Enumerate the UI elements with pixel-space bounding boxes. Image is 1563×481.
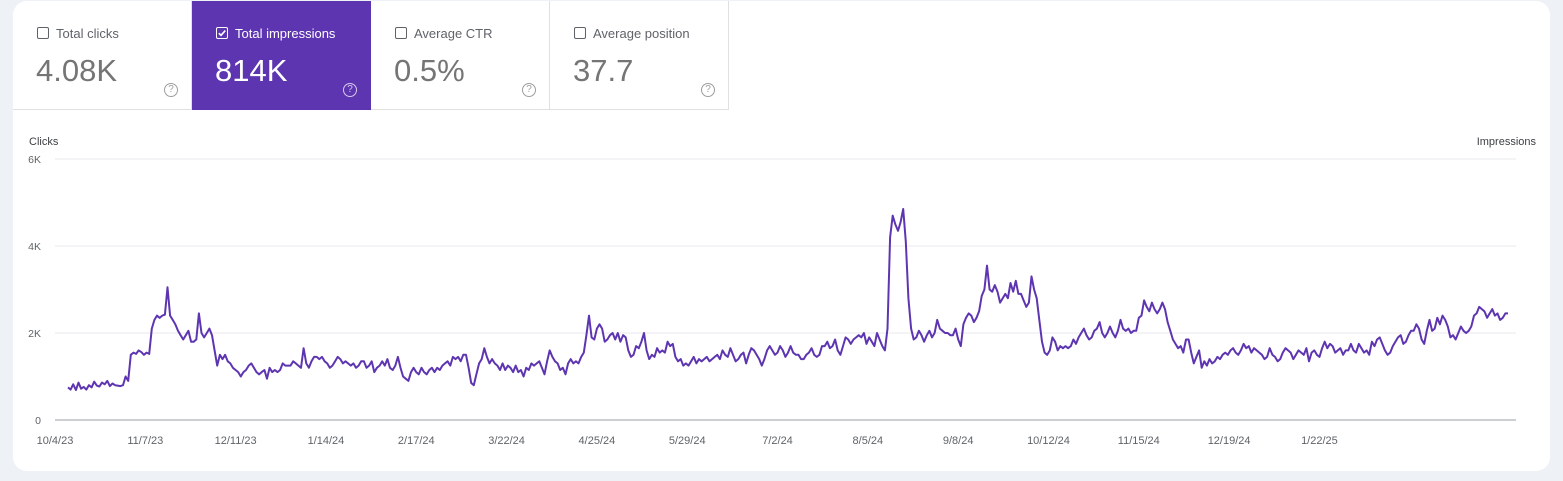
x-tick-label: 11/15/24 (1118, 435, 1160, 447)
impressions-series-line[interactable] (67, 208, 1508, 391)
x-tick-label: 5/29/24 (669, 435, 706, 447)
x-tick-label: 1/14/24 (308, 435, 345, 447)
x-tick-label: 11/7/23 (127, 435, 163, 447)
metric-tile-average-position[interactable]: Average position 37.7 ? (550, 1, 729, 110)
x-tick-label: 2/17/24 (398, 435, 435, 447)
y-tick-label: 6K (28, 154, 41, 166)
metric-tile-average-ctr[interactable]: Average CTR 0.5% ? (371, 1, 550, 110)
x-tick-label: 12/19/24 (1208, 435, 1251, 447)
metric-tile-total-clicks[interactable]: Total clicks 4.08K ? (13, 1, 192, 110)
help-icon[interactable]: ? (164, 83, 178, 97)
x-tick-label: 3/22/24 (488, 435, 525, 447)
metric-value: 0.5% (394, 53, 465, 88)
x-tick-label: 4/25/24 (579, 435, 616, 447)
metric-value: 37.7 (573, 53, 634, 88)
y-axis-right-title: Impressions (1476, 136, 1536, 148)
metric-label: Average CTR (414, 26, 493, 41)
performance-chart[interactable]: 0 2K 4K 6K 10/4/23 11/7/23 12/11/23 1/14/24 2/17… (13, 1, 1550, 471)
metric-value: 4.08K (36, 53, 118, 88)
performance-card: Total clicks 4.08K ? Total impressions 8… (13, 1, 1550, 471)
y-tick-label: 0 (35, 415, 41, 427)
x-tick-label: 10/12/24 (1027, 435, 1070, 447)
metric-label: Total impressions (235, 26, 336, 41)
metric-label: Total clicks (56, 26, 119, 41)
x-tick-label: 8/5/24 (853, 435, 884, 447)
x-tick-label: 10/4/23 (37, 435, 74, 447)
metric-tiles: Total clicks 4.08K ? Total impressions 8… (13, 1, 729, 111)
x-tick-label: 7/2/24 (762, 435, 793, 447)
y-tick-label: 4K (28, 241, 41, 253)
checkbox-icon[interactable] (574, 27, 586, 39)
metric-tile-total-impressions[interactable]: Total impressions 814K ? (192, 1, 371, 110)
help-icon[interactable]: ? (522, 83, 536, 97)
metric-value: 814K (215, 53, 288, 88)
help-icon[interactable]: ? (343, 83, 357, 97)
x-tick-label: 12/11/23 (215, 435, 257, 447)
checkbox-icon[interactable] (37, 27, 49, 39)
checkbox-icon[interactable] (395, 27, 407, 39)
x-tick-label: 9/8/24 (943, 435, 974, 447)
metric-label: Average position (593, 26, 690, 41)
x-tick-label: 1/22/25 (1301, 435, 1338, 447)
y-axis-left-title: Clicks (29, 136, 59, 148)
checkbox-checked-icon[interactable] (216, 27, 228, 39)
y-tick-label: 2K (28, 328, 41, 340)
help-icon[interactable]: ? (701, 83, 715, 97)
